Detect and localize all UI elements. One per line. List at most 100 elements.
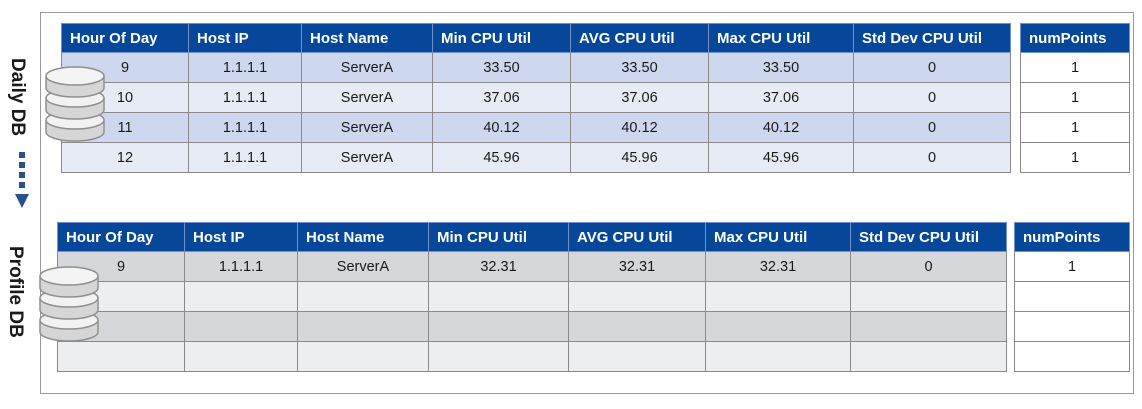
col-min-cpu: Min CPU Util: [428, 222, 569, 252]
cell-min: 40.12: [432, 112, 571, 143]
cell-max: 40.12: [708, 112, 854, 143]
table-row: 9 1.1.1.1 ServerA 32.31 32.31 32.31 0: [57, 251, 1007, 282]
daily-numpoints-table: numPoints 1 1 1 1: [1020, 23, 1130, 173]
col-avg-cpu: AVG CPU Util: [568, 222, 706, 252]
cell-numpoints: 1: [1020, 142, 1130, 173]
col-avg-cpu: AVG CPU Util: [570, 23, 709, 53]
col-max-cpu: Max CPU Util: [705, 222, 851, 252]
cell-name: ServerA: [301, 52, 433, 83]
profile-header-row: Hour Of Day Host IP Host Name Min CPU Ut…: [57, 222, 1007, 252]
table-row: 1: [1020, 112, 1130, 143]
cell-ip: 1.1.1.1: [188, 82, 302, 113]
table-row: [1014, 311, 1130, 342]
daily-database-icon: [45, 66, 105, 142]
cell-max: [705, 311, 851, 342]
col-host-name: Host Name: [297, 222, 429, 252]
cell-name: ServerA: [297, 251, 429, 282]
cell-name: ServerA: [301, 142, 433, 173]
cell-ip: 1.1.1.1: [184, 251, 298, 282]
cell-avg: 45.96: [570, 142, 709, 173]
col-host-ip: Host IP: [184, 222, 298, 252]
cell-ip: 1.1.1.1: [188, 142, 302, 173]
cell-std: 0: [853, 82, 1011, 113]
dotted-down-arrow-icon: [15, 152, 29, 208]
cell-min: 32.31: [428, 251, 569, 282]
cell-ip: 1.1.1.1: [188, 52, 302, 83]
cell-numpoints: [1014, 311, 1130, 342]
cell-max: 33.50: [708, 52, 854, 83]
cell-avg: 37.06: [570, 82, 709, 113]
cell-max: 45.96: [708, 142, 854, 173]
cell-max: [705, 281, 851, 312]
cell-numpoints: 1: [1020, 112, 1130, 143]
table-row: [57, 341, 1007, 372]
cell-max: [705, 341, 851, 372]
table-row: 11 1.1.1.1 ServerA 40.12 40.12 40.12 0: [61, 112, 1011, 143]
daily-header-row: Hour Of Day Host IP Host Name Min CPU Ut…: [61, 23, 1011, 53]
cell-std: 0: [853, 112, 1011, 143]
table-row: 1: [1014, 251, 1130, 282]
cell-numpoints: [1014, 341, 1130, 372]
col-min-cpu: Min CPU Util: [432, 23, 571, 53]
profile-db-table: Hour Of Day Host IP Host Name Min CPU Ut…: [57, 222, 1007, 372]
col-hour-of-day: Hour Of Day: [57, 222, 185, 252]
cell-numpoints: 1: [1020, 52, 1130, 83]
cell-avg: [568, 281, 706, 312]
cell-hour: [57, 341, 185, 372]
cell-avg: 33.50: [570, 52, 709, 83]
table-row: 9 1.1.1.1 ServerA 33.50 33.50 33.50 0: [61, 52, 1011, 83]
cell-std: 0: [850, 251, 1007, 282]
daily-db-label: Daily DB: [7, 58, 28, 137]
cell-min: 33.50: [432, 52, 571, 83]
cell-avg: 40.12: [570, 112, 709, 143]
table-row: [1014, 341, 1130, 372]
cell-min: 37.06: [432, 82, 571, 113]
cell-name: [297, 341, 429, 372]
profile-numpoints-header-row: numPoints: [1014, 222, 1130, 252]
col-std-dev-cpu: Std Dev CPU Util: [850, 222, 1007, 252]
table-row: 10 1.1.1.1 ServerA 37.06 37.06 37.06 0: [61, 82, 1011, 113]
col-hour-of-day: Hour Of Day: [61, 23, 189, 53]
cell-ip: [184, 341, 298, 372]
cell-min: 45.96: [432, 142, 571, 173]
cell-min: [428, 311, 569, 342]
cell-numpoints: 1: [1020, 82, 1130, 113]
cell-avg: [568, 311, 706, 342]
cell-name: [297, 311, 429, 342]
cell-std: 0: [853, 52, 1011, 83]
cell-name: ServerA: [301, 82, 433, 113]
cell-hour: 12: [61, 142, 189, 173]
cell-std: [850, 311, 1007, 342]
profile-numpoints-table: numPoints 1: [1014, 222, 1130, 372]
daily-numpoints-header-row: numPoints: [1020, 23, 1130, 53]
cell-ip: [184, 281, 298, 312]
col-std-dev-cpu: Std Dev CPU Util: [853, 23, 1011, 53]
cell-numpoints: 1: [1014, 251, 1130, 282]
col-max-cpu: Max CPU Util: [708, 23, 854, 53]
col-host-ip: Host IP: [188, 23, 302, 53]
cell-ip: 1.1.1.1: [188, 112, 302, 143]
table-row: 12 1.1.1.1 ServerA 45.96 45.96 45.96 0: [61, 142, 1011, 173]
cell-std: 0: [853, 142, 1011, 173]
table-row: 1: [1020, 52, 1130, 83]
table-row: [57, 281, 1007, 312]
cell-name: ServerA: [301, 112, 433, 143]
table-row: 1: [1020, 142, 1130, 173]
cell-max: 37.06: [708, 82, 854, 113]
cell-hour: 9: [57, 251, 185, 282]
cell-avg: [568, 341, 706, 372]
cell-std: [850, 341, 1007, 372]
cell-min: [428, 341, 569, 372]
table-row: [57, 311, 1007, 342]
table-row: 1: [1020, 82, 1130, 113]
cell-std: [850, 281, 1007, 312]
col-host-name: Host Name: [301, 23, 433, 53]
profile-database-icon: [39, 266, 99, 342]
profile-db-label: Profile DB: [5, 246, 26, 338]
table-row: [1014, 281, 1130, 312]
cell-ip: [184, 311, 298, 342]
cell-min: [428, 281, 569, 312]
daily-db-table: Hour Of Day Host IP Host Name Min CPU Ut…: [61, 23, 1011, 173]
cell-numpoints: [1014, 281, 1130, 312]
col-numpoints: numPoints: [1014, 222, 1130, 252]
